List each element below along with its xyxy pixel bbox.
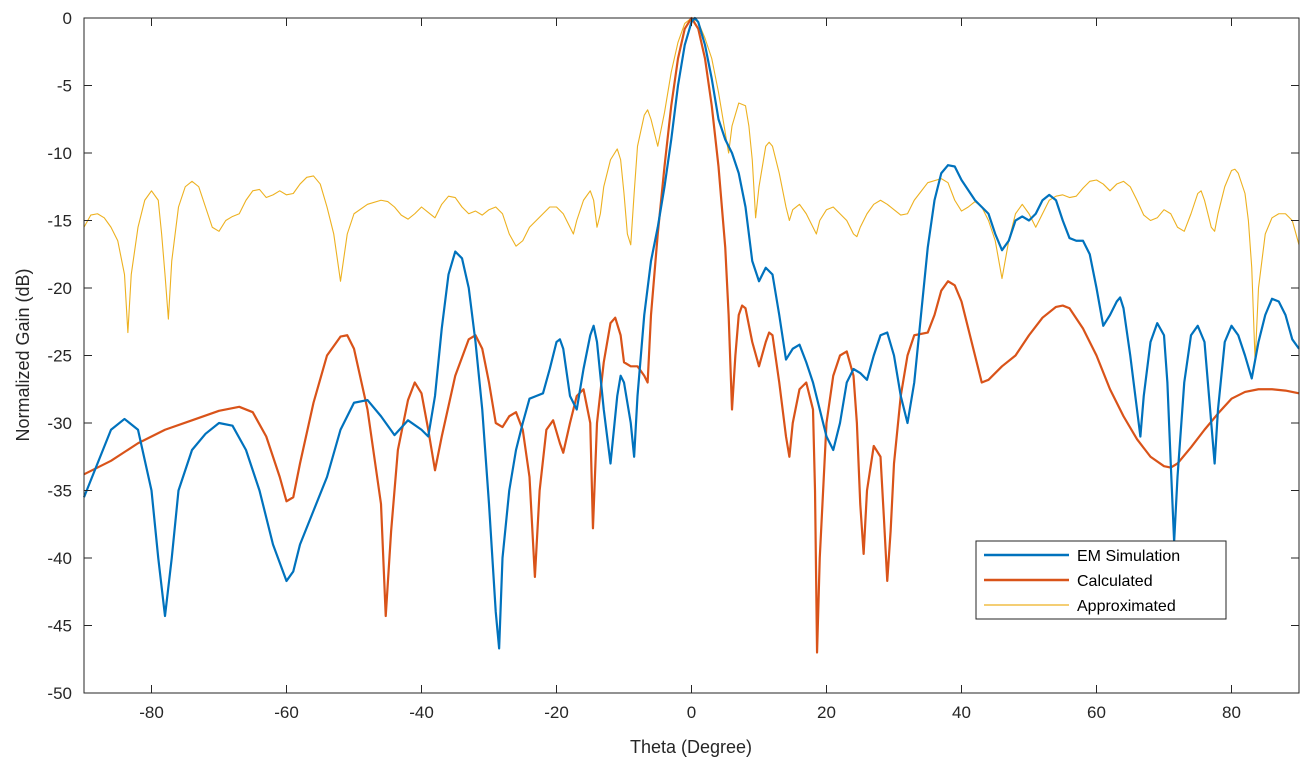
x-tick-label: -40	[409, 703, 434, 722]
legend-label-calculated: Calculated	[1077, 573, 1153, 590]
legend: EM Simulation Calculated Approximated	[975, 540, 1227, 620]
x-axis-label: Theta (Degree)	[630, 737, 752, 757]
y-tick-label: -25	[47, 347, 72, 366]
y-tick-label: -35	[47, 482, 72, 501]
x-tick-label: -80	[139, 703, 164, 722]
x-tick-label: -60	[274, 703, 299, 722]
y-tick-label: -15	[47, 212, 72, 231]
y-tick-label: 0	[63, 9, 72, 28]
series-layer	[82, 16, 1300, 654]
y-tick-label: -10	[47, 144, 72, 163]
x-tick-label: 0	[687, 703, 696, 722]
y-axis-label: Normalized Gain (dB)	[13, 268, 33, 441]
y-tick-label: -5	[57, 77, 72, 96]
y-tick-label: -30	[47, 414, 72, 433]
x-tick-label: 40	[952, 703, 971, 722]
series-line-em-simulation	[82, 16, 1300, 650]
y-tick-label: -50	[47, 684, 72, 703]
legend-label-approximated: Approximated	[1077, 598, 1176, 615]
x-tick-label: 20	[817, 703, 836, 722]
x-tick-label: -20	[544, 703, 569, 722]
y-tick-label: -20	[47, 279, 72, 298]
x-tick-label: 60	[1087, 703, 1106, 722]
x-tick-label: 80	[1222, 703, 1241, 722]
legend-label-em-simulation: EM Simulation	[1077, 548, 1180, 565]
series-line-calculated	[83, 16, 1300, 654]
ticks-layer: -80 -60 -40 -20 0 20 40 60 80 0 -5 -10 -15 -20 -25 -30 -…	[47, 9, 1299, 722]
y-tick-label: -45	[47, 617, 72, 636]
y-tick-label: -40	[47, 549, 72, 568]
